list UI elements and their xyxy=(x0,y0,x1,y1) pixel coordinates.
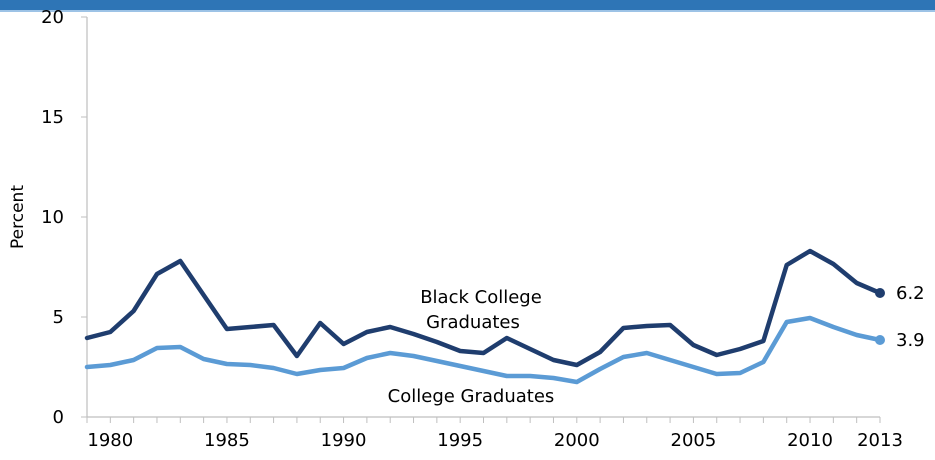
x-tick-label: 1990 xyxy=(321,430,367,451)
y-tick-label: 0 xyxy=(53,407,64,428)
y-tick-label: 5 xyxy=(53,307,64,328)
annotation-college-graduates: College Graduates xyxy=(388,386,555,407)
y-tick-label: 10 xyxy=(41,207,64,228)
x-tick-label: 1980 xyxy=(87,430,133,451)
x-tick-label: 2000 xyxy=(554,430,600,451)
annotation-black-college-graduates-line2: Graduates xyxy=(426,312,520,333)
x-tick-label: 1985 xyxy=(204,430,250,451)
y-tick-label: 15 xyxy=(41,107,64,128)
series-line-black-college-graduates xyxy=(84,248,883,368)
series-line-college-graduates xyxy=(84,315,883,385)
x-tick-label: 2005 xyxy=(671,430,717,451)
end-value-label: 3.9 xyxy=(896,330,925,351)
y-axis-title: Percent xyxy=(8,185,28,249)
x-tick-label: 1995 xyxy=(437,430,483,451)
x-tick-label: 2013 xyxy=(857,430,903,451)
header-rule xyxy=(0,10,935,12)
header-band xyxy=(0,0,935,10)
end-point-marker xyxy=(875,335,885,345)
annotation-black-college-graduates-line1: Black College xyxy=(420,287,542,308)
y-tick-label: 20 xyxy=(41,7,64,28)
end-point-marker xyxy=(875,288,885,298)
x-tick-label: 2010 xyxy=(787,430,833,451)
end-value-label: 6.2 xyxy=(896,283,925,304)
